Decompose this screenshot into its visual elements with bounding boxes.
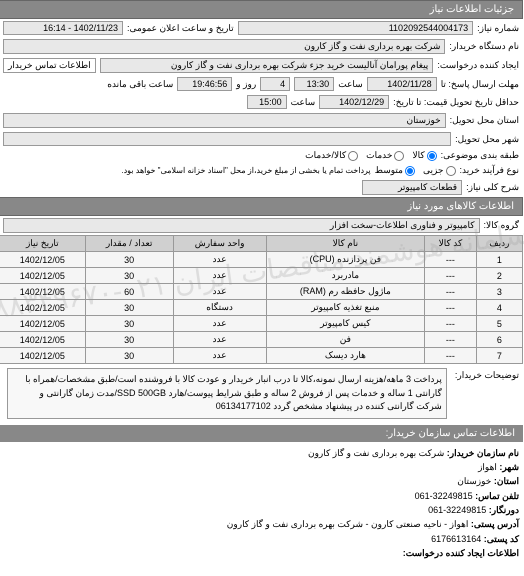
group-label: گروه کالا:: [485, 220, 520, 231]
table-column-header: تعداد / مقدار: [86, 236, 174, 252]
contact-phone-value: 32249815-061: [416, 491, 474, 501]
contact-phone-label: تلفن تماس:: [476, 491, 520, 501]
table-row: 5---کیس کامپیوترعدد301402/12/05: [1, 316, 524, 332]
need-desc-label: شرح کلی نیاز:: [467, 182, 520, 193]
table-row: 7---هارد دیسکعدد301402/12/05: [1, 348, 524, 364]
radio-kala-khadamat[interactable]: کالا/خدمات: [306, 150, 359, 161]
table-row: 1---فن پردازنده (CPU)عدد301402/12/05: [1, 252, 524, 268]
announce-value: 1402/11/23 - 16:14: [4, 21, 124, 35]
process-label: نوع فرآیند خرید:: [461, 165, 521, 176]
remain-days: 4: [261, 77, 291, 91]
city-value: [4, 132, 452, 146]
announce-label: تاریخ و ساعت اعلان عمومی:: [128, 23, 235, 34]
contact-fax-value: 32249815-061: [429, 505, 487, 515]
contact-org-value: شرکت بهره برداری نفت و گاز کارون: [309, 448, 445, 458]
radio-motavaset[interactable]: متوسط: [376, 165, 416, 176]
min-label: حداقل تاریخ تحویل قیمت: تا تاریخ:: [394, 97, 520, 108]
notes-text: پرداخت 3 ماهه/هزینه ارسال نمونه،کالا تا …: [8, 368, 448, 419]
contact-city-value: اهواز: [479, 462, 498, 472]
device-label: نام دستگاه خریدار:: [450, 41, 520, 52]
contact-address-label: آدرس پستی:: [472, 519, 520, 529]
goods-table: ردیفکد کالانام کالاواحد سفارشتعداد / مقد…: [0, 235, 524, 364]
goods-section-title: اطلاعات کالاهای مورد نیاز: [0, 197, 524, 216]
contact-fax-label: دورنگار:: [490, 505, 520, 515]
table-row: 6---فنعدد301402/12/05: [1, 332, 524, 348]
contact-creator-label: اطلاعات ایجاد کننده درخواست:: [404, 548, 520, 558]
group-value: کامپیوتر و فناوری اطلاعات-سخت افزار: [4, 218, 481, 233]
page-title: جزئیات اطلاعات نیاز: [0, 0, 524, 19]
min-date: 1402/12/29: [320, 95, 390, 109]
contact-province-value: خوزستان: [458, 476, 492, 486]
deadline-time-label: ساعت: [339, 79, 364, 90]
contact-title: اطلاعات تماس سازمان خریدار:: [0, 425, 524, 442]
contact-postal-value: 6176613164: [432, 534, 482, 544]
table-row: 2---مادربردعدد301402/12/05: [1, 268, 524, 284]
province-value: خوزستان: [4, 113, 447, 128]
contact-postal-label: کد پستی:: [485, 534, 520, 544]
table-row: 3---ماژول حافظه رم (RAM)عدد601402/12/05: [1, 284, 524, 300]
device-value: شرکت بهره برداری نفت و گاز کارون: [4, 39, 446, 54]
contact-province-label: استان:: [495, 476, 520, 486]
deadline-date: 1402/11/28: [368, 77, 438, 91]
table-column-header: واحد سفارش: [174, 236, 267, 252]
radio-khadamat[interactable]: خدمات: [367, 150, 405, 161]
contact-city-label: شهر:: [500, 462, 520, 472]
deadline-time: 13:30: [295, 77, 335, 91]
creator-label: ایجاد کننده درخواست:: [438, 60, 520, 71]
radio-kala[interactable]: کالا: [413, 150, 437, 161]
table-row: 4---منبع تغذیه کامپیوتردستگاه301402/12/0…: [1, 300, 524, 316]
table-column-header: کد کالا: [426, 236, 478, 252]
contact-section: نام سازمان خریدار: شرکت بهره برداری نفت …: [0, 442, 524, 565]
process-note: پرداخت تمام یا بخشی از مبلغ خرید،از محل …: [4, 166, 372, 175]
radio-jari[interactable]: جزیی: [424, 165, 457, 176]
table-column-header: تاریخ نیاز: [1, 236, 87, 252]
table-column-header: نام کالا: [267, 236, 425, 252]
request-number-value: 1102092544004173: [239, 21, 474, 35]
creator-value: پیغام پورامان آنالیست خرید جزء شرکت بهره…: [101, 58, 435, 73]
province-label: استان محل تحویل:: [451, 115, 520, 126]
request-number-label: شماره نیاز:: [478, 23, 520, 34]
contact-org-label: نام سازمان خریدار:: [448, 448, 520, 458]
entity-type-label: طبقه بندی موضوعی:: [442, 150, 520, 161]
deadline-label: مهلت ارسال پاسخ: تا: [442, 79, 520, 90]
contact-info-button[interactable]: اطلاعات تماس خریدار: [4, 58, 97, 73]
contact-address-value: اهواز - ناحیه صنعتی کارون - شرکت بهره بر…: [228, 519, 470, 529]
remain-days-label: روز و: [237, 79, 257, 90]
remain-time: 19:46:56: [178, 77, 233, 91]
city-label: شهر محل تحویل:: [456, 134, 520, 145]
min-time: 15:00: [248, 95, 288, 109]
min-time-label: ساعت: [292, 97, 317, 108]
notes-label: توضیحات خریدار:: [456, 366, 520, 381]
remain-time-label: ساعت باقی مانده: [108, 79, 174, 90]
need-desc-value: قطعات کامپیوتر: [363, 180, 463, 195]
table-column-header: ردیف: [477, 236, 523, 252]
